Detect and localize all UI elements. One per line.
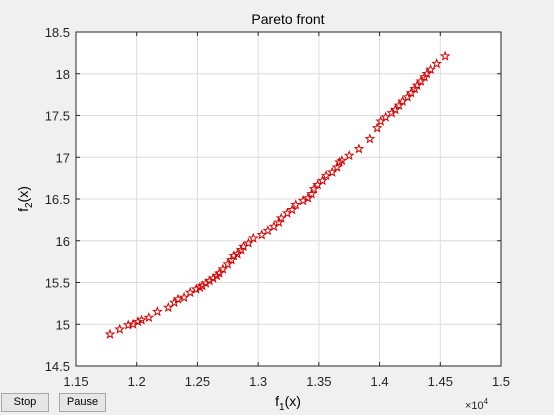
data-point (389, 104, 401, 115)
data-point (226, 254, 237, 265)
stop-button[interactable]: Stop (1, 393, 49, 412)
data-point (217, 263, 229, 274)
tick-marks (75, 31, 502, 367)
data-point (262, 225, 274, 236)
data-point (247, 232, 259, 243)
y-tick-labels: 14.5 15 15.5 16 16.5 17 17.5 18 18.5 (45, 25, 70, 374)
data-point (415, 75, 427, 86)
y-tick-label: 18 (56, 67, 70, 82)
grid (76, 32, 501, 366)
data-point (151, 306, 163, 317)
x-axis-exponent-power: 4 (484, 397, 489, 406)
data-point (243, 237, 254, 248)
data-point (393, 99, 405, 111)
data-point (402, 91, 413, 102)
x-tick-labels: 1.15 1.2 1.25 1.3 1.35 1.4 1.45 1.5 (63, 374, 510, 389)
data-point (421, 68, 433, 79)
x-axis-label-tail: (x) (285, 393, 301, 409)
x-tick-label: 1.3 (249, 374, 267, 389)
data-point (256, 229, 268, 240)
data-point (286, 204, 298, 215)
data-point (143, 311, 155, 323)
y-axis-label-tail: (x) (15, 186, 31, 202)
x-tick-label: 1.15 (63, 374, 88, 389)
data-point (302, 192, 314, 203)
y-axis-label-main: f (15, 208, 31, 212)
data-points (104, 50, 451, 339)
data-point (172, 293, 184, 304)
data-point (331, 161, 343, 172)
y-tick-label: 16.5 (45, 192, 70, 207)
axes: 1.15 1.2 1.25 1.3 1.35 1.4 1.45 1.5 14.51515.51… (45, 25, 510, 389)
chart-title: Pareto front (251, 11, 324, 27)
x-axis-label-main: f (275, 393, 279, 409)
data-point (306, 188, 317, 199)
data-point (190, 283, 202, 294)
x-tick-label: 1.35 (306, 374, 331, 389)
x-tick-label: 1.4 (371, 374, 389, 389)
data-point (425, 63, 436, 75)
y-tick-label: 15.5 (45, 276, 70, 291)
y-tick-label: 17 (56, 150, 70, 165)
y-tick-label: 15 (56, 317, 70, 332)
data-point (204, 275, 215, 286)
x-axis-label-sub: 1 (279, 402, 285, 413)
data-point (232, 248, 243, 259)
x-tick-label: 1.2 (128, 374, 146, 389)
data-point (222, 258, 234, 269)
y-tick-label: 14.5 (45, 359, 70, 374)
data-point (308, 183, 320, 194)
data-point (196, 280, 208, 291)
data-point (364, 133, 376, 144)
data-point (380, 111, 391, 122)
data-point (122, 319, 134, 330)
data-point (336, 154, 348, 166)
data-point (326, 166, 338, 177)
data-point (439, 50, 451, 61)
y-tick-label: 16 (56, 234, 70, 249)
pause-button[interactable]: Pause (59, 393, 106, 412)
x-tick-label: 1.25 (185, 374, 210, 389)
data-point (104, 328, 116, 339)
y-tick-label: 18.5 (45, 25, 70, 40)
x-axis-exponent: ×104 (465, 397, 489, 412)
data-point (353, 143, 365, 154)
data-point (213, 267, 225, 278)
x-tick-label: 1.5 (492, 374, 510, 389)
data-point (132, 316, 144, 327)
x-axis-exponent-base: ×10 (465, 400, 484, 412)
data-point (228, 250, 240, 261)
data-point (317, 175, 328, 186)
x-axis-label: f1(x) (275, 393, 301, 413)
data-point (405, 87, 417, 98)
data-point (275, 212, 287, 223)
data-point (371, 122, 383, 133)
data-point (162, 301, 174, 313)
data-point (114, 323, 126, 334)
data-point (136, 314, 147, 325)
y-axis-label: f2(x) (15, 186, 35, 212)
data-point (184, 286, 196, 298)
y-tick-label: 17.5 (45, 109, 70, 124)
data-point (207, 272, 219, 283)
data-point (200, 277, 212, 288)
data-point (211, 270, 223, 281)
data-point (273, 216, 285, 227)
data-point (320, 169, 332, 181)
data-point (290, 199, 302, 210)
x-tick-label: 1.45 (428, 374, 453, 389)
data-point (343, 149, 355, 161)
data-point (411, 79, 423, 91)
y-axis-label-sub: 2 (24, 202, 35, 208)
data-point (431, 58, 442, 69)
